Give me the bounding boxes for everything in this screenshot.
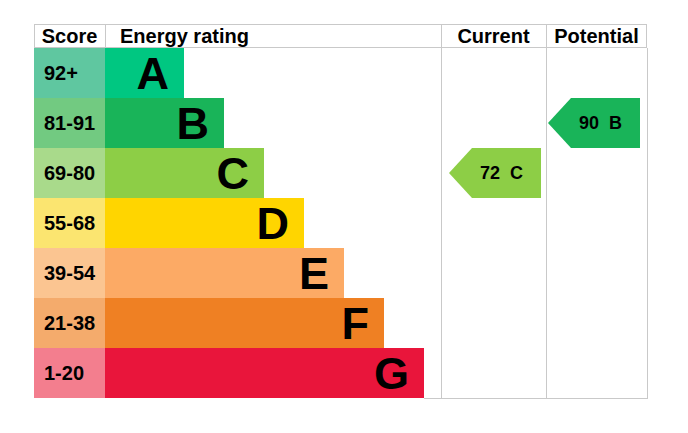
current-rating-letter: C [510,163,523,184]
score-range-b: 81-91 [34,98,105,148]
current-header: Current [441,24,546,48]
score-range-f: 21-38 [34,298,105,348]
band-bar-b: B [105,98,224,148]
score-range-a: 92+ [34,48,105,98]
current-column-left-line [441,48,442,398]
potential-rating-value: 90 [579,113,599,134]
score-range-c: 69-80 [34,148,105,198]
band-bar-a: A [105,48,184,98]
current-rating-value: 72 [480,163,500,184]
table-right-line [647,48,648,398]
band-bar-g: G [105,348,424,398]
score-range-g: 1-20 [34,348,105,398]
band-bar-c: C [105,148,264,198]
band-bar-d: D [105,198,304,248]
potential-column-left-line [546,48,547,398]
potential-rating-letter: B [609,113,622,134]
band-bar-f: F [105,298,384,348]
band-bar-e: E [105,248,344,298]
energy-rating-header: Energy rating [105,24,441,48]
current-rating-arrow: 72 C [449,148,541,198]
score-header: Score [34,24,105,48]
potential-rating-arrow: 90 B [548,98,640,148]
potential-header: Potential [546,24,647,48]
score-range-e: 39-54 [34,248,105,298]
table-bottom-line [424,398,648,399]
epc-rating-chart: Score Energy rating Current Potential 92… [0,0,688,433]
score-range-d: 55-68 [34,198,105,248]
